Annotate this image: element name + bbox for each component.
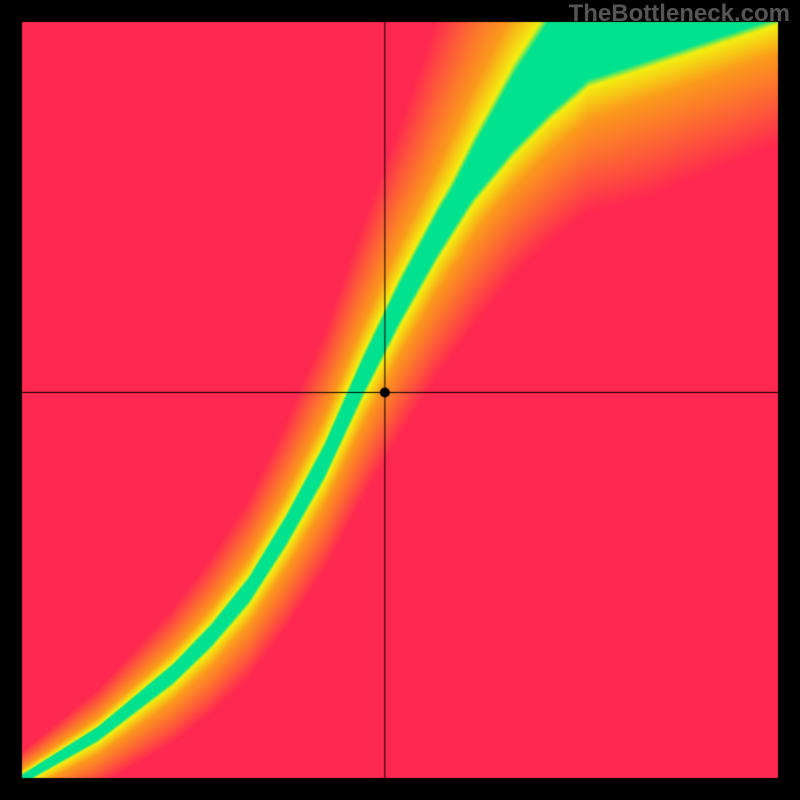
watermark-text: TheBottleneck.com <box>569 0 790 28</box>
chart-container: TheBottleneck.com <box>0 0 800 800</box>
heatmap-canvas <box>0 0 800 800</box>
